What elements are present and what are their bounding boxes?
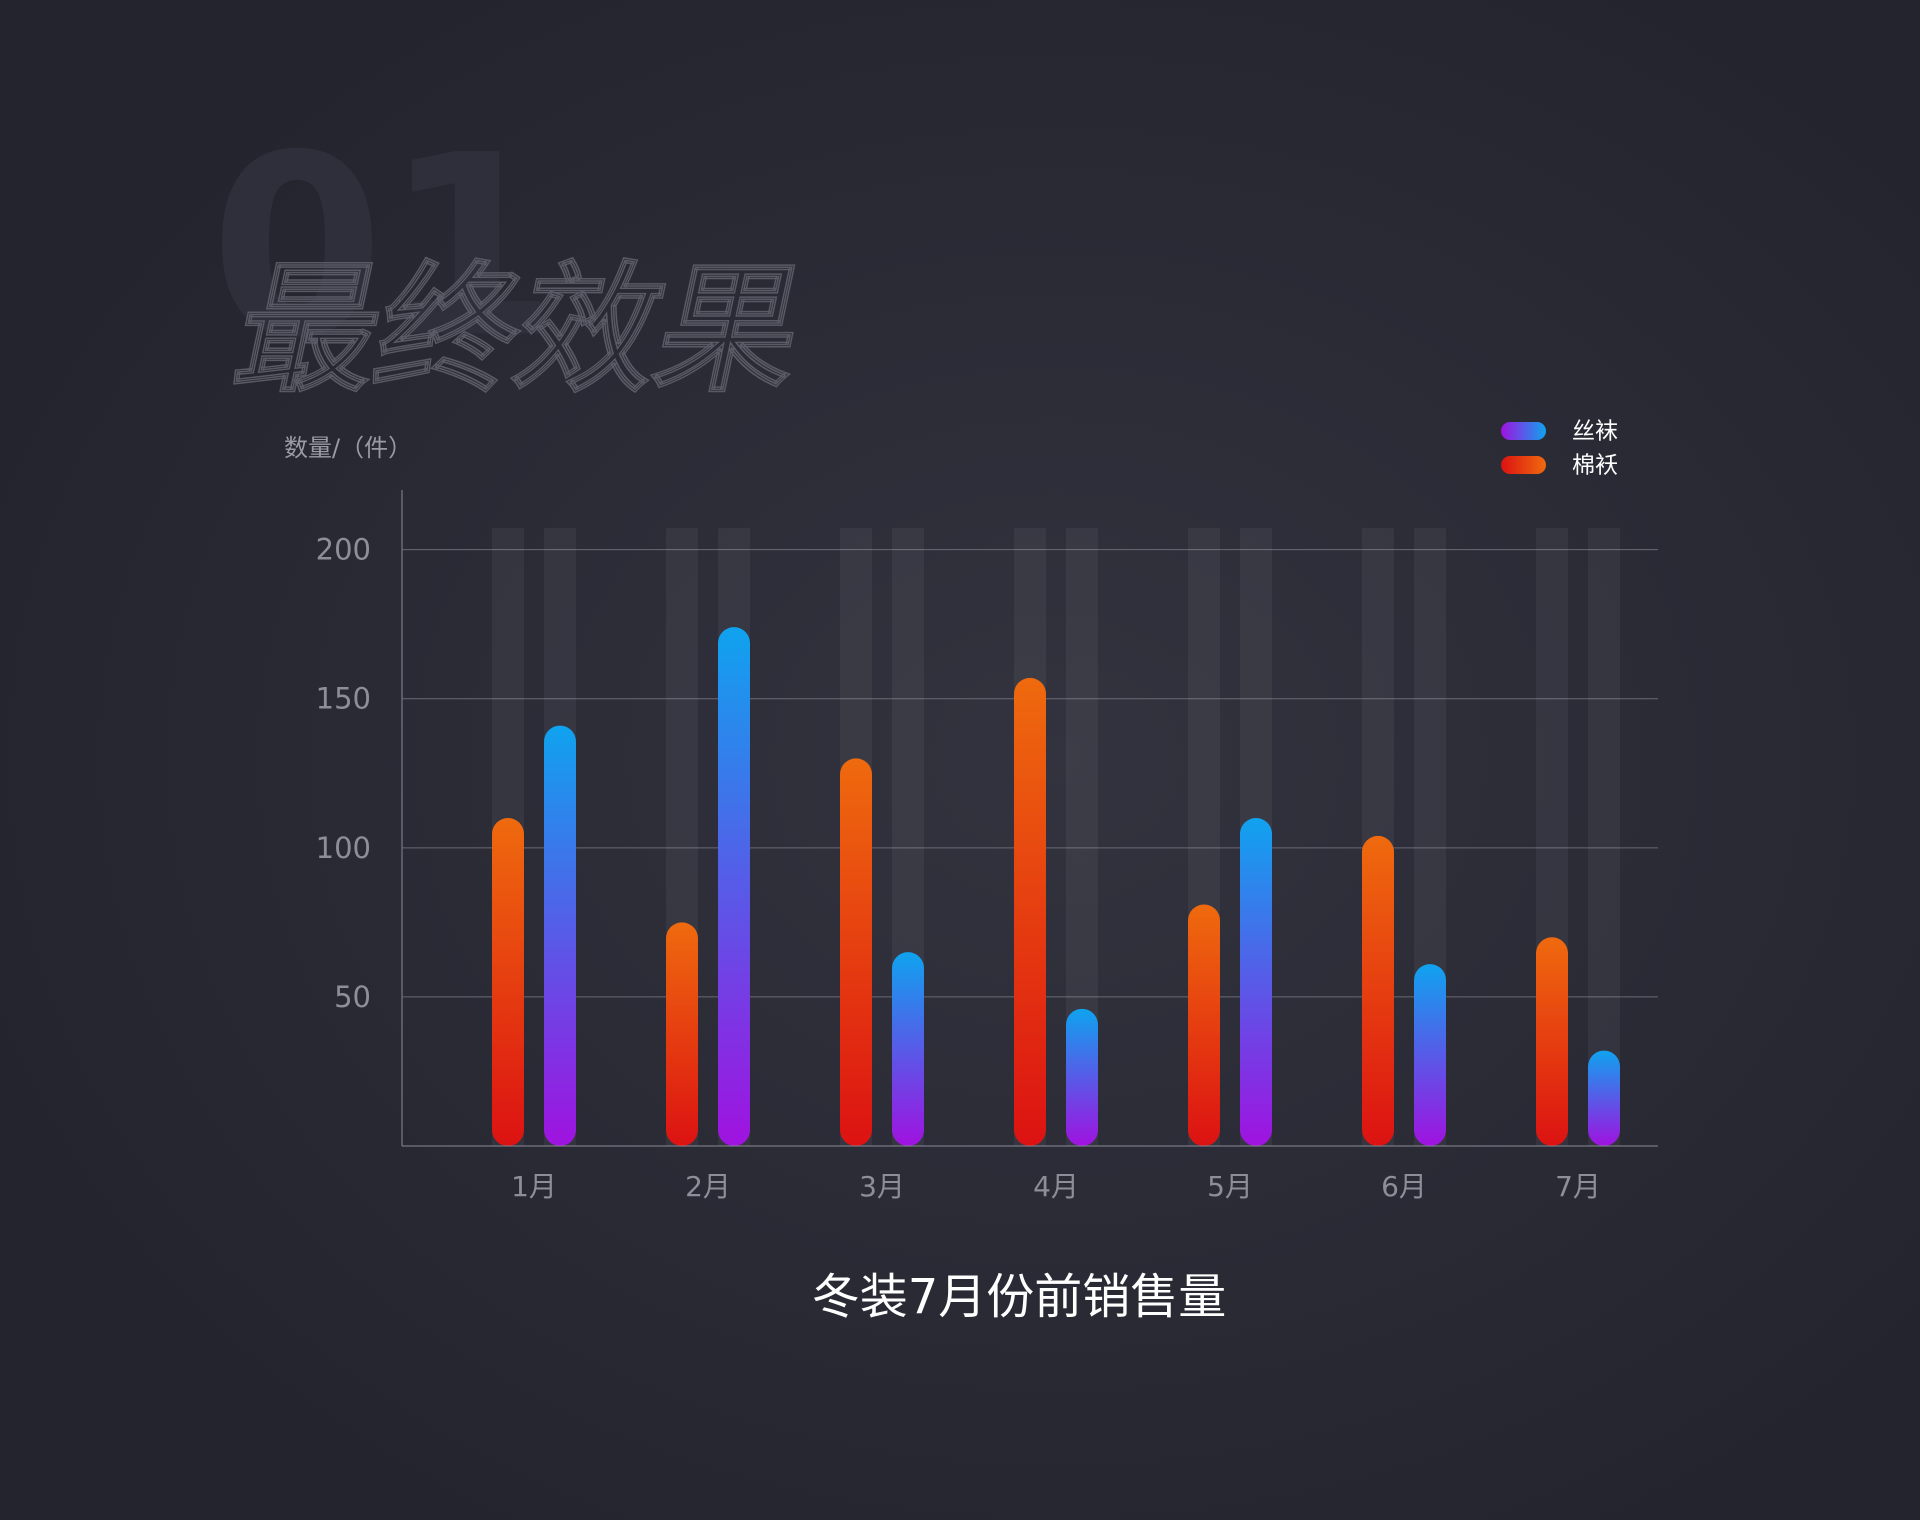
bar xyxy=(544,725,576,1146)
y-tick-label: 200 xyxy=(316,533,371,567)
bar xyxy=(492,818,524,1146)
y-tick-label: 50 xyxy=(334,980,371,1014)
x-tick-label: 1月 xyxy=(511,1170,557,1203)
x-tick-label: 6月 xyxy=(1381,1170,1427,1203)
x-tick-label: 2月 xyxy=(685,1170,731,1203)
y-tick-label: 100 xyxy=(316,831,371,865)
y-tick-label: 150 xyxy=(316,682,371,716)
bar xyxy=(1188,904,1220,1146)
chart-title: 冬装7月份前销售量 xyxy=(812,1269,1227,1325)
bar xyxy=(1240,818,1272,1146)
bar xyxy=(892,952,924,1146)
watermark-title: 最终效果 xyxy=(222,250,816,412)
legend-label: 丝袜 xyxy=(1572,419,1618,445)
bar-track xyxy=(1588,528,1620,1146)
bar xyxy=(840,758,872,1146)
legend-swatch xyxy=(1501,456,1546,474)
x-tick-label: 7月 xyxy=(1555,1170,1601,1203)
x-tick-label: 3月 xyxy=(859,1170,905,1203)
bar xyxy=(1362,835,1394,1146)
bar xyxy=(1014,677,1046,1146)
bar xyxy=(1588,1050,1620,1146)
x-tick-label: 5月 xyxy=(1207,1170,1253,1203)
legend-label: 棉袄 xyxy=(1572,453,1618,479)
watermark-number: 01 xyxy=(210,101,558,392)
bar xyxy=(666,922,698,1146)
y-axis-label: 数量/（件） xyxy=(284,434,412,462)
bar xyxy=(1066,1008,1098,1146)
x-tick-label: 4月 xyxy=(1033,1170,1079,1203)
bar xyxy=(1414,964,1446,1146)
legend-swatch xyxy=(1501,422,1546,440)
bar xyxy=(1536,937,1568,1146)
bar xyxy=(718,627,750,1146)
